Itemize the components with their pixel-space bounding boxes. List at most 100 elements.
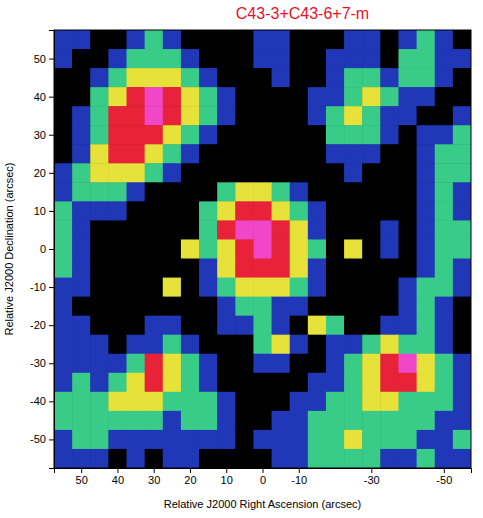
- cell: [398, 144, 417, 164]
- y-tick-mark: [49, 97, 54, 98]
- cell: [290, 106, 309, 126]
- cell: [127, 259, 146, 279]
- cell: [253, 201, 272, 221]
- cell: [72, 68, 91, 88]
- cell: [435, 220, 454, 240]
- cell: [54, 30, 73, 50]
- cell: [272, 411, 291, 431]
- cell: [398, 125, 417, 145]
- cell: [90, 144, 109, 164]
- cell: [380, 297, 399, 317]
- cell: [90, 201, 109, 221]
- cell: [435, 430, 454, 450]
- y-tick: 40: [34, 91, 54, 103]
- cell: [417, 106, 436, 126]
- cell: [308, 125, 327, 145]
- cell: [90, 297, 109, 317]
- cell: [290, 220, 309, 240]
- cell: [127, 163, 146, 183]
- cell: [235, 373, 254, 393]
- cell: [253, 220, 272, 240]
- y-tick-label: -40: [30, 395, 46, 407]
- cell: [344, 430, 363, 450]
- cell: [362, 278, 381, 298]
- cell: [163, 297, 182, 317]
- cell: [235, 182, 254, 202]
- cell: [72, 239, 91, 259]
- cell: [163, 259, 182, 279]
- cell: [308, 201, 327, 221]
- cell: [145, 125, 164, 145]
- cell: [326, 87, 345, 107]
- x-tick-mark: [190, 468, 191, 473]
- x-tick: -10: [291, 468, 307, 486]
- cell: [217, 278, 236, 298]
- cell: [181, 278, 200, 298]
- cell: [127, 392, 146, 412]
- cell: [362, 297, 381, 317]
- cell: [72, 259, 91, 279]
- x-tick: 20: [184, 468, 196, 486]
- cell: [326, 68, 345, 88]
- cell: [362, 449, 381, 468]
- cell: [272, 297, 291, 317]
- cell: [181, 87, 200, 107]
- cell: [181, 411, 200, 431]
- cell: [108, 87, 127, 107]
- cell: [290, 30, 309, 50]
- cell: [308, 373, 327, 393]
- cell: [163, 239, 182, 259]
- cell: [54, 297, 73, 317]
- cell: [417, 49, 436, 69]
- cell: [435, 354, 454, 374]
- cell: [145, 220, 164, 240]
- cell: [417, 373, 436, 393]
- title: C43-3+C43-6+7-m: [236, 5, 369, 22]
- cell: [362, 316, 381, 336]
- cell: [435, 316, 454, 336]
- cell: [217, 411, 236, 431]
- y-tick-label: 10: [34, 205, 46, 217]
- cell: [217, 335, 236, 355]
- cell: [127, 316, 146, 336]
- cell: [326, 201, 345, 221]
- cell: [145, 411, 164, 431]
- cell: [362, 49, 381, 69]
- cell: [235, 259, 254, 279]
- cell: [344, 87, 363, 107]
- x-tick-label: 50: [76, 474, 88, 486]
- cell: [145, 392, 164, 412]
- cell: [362, 30, 381, 50]
- cell: [362, 144, 381, 164]
- cell: [181, 49, 200, 69]
- cell: [127, 144, 146, 164]
- cell: [453, 87, 471, 107]
- x-axis: 50403020100-10-30-50: [55, 468, 472, 486]
- cell: [72, 220, 91, 240]
- cell: [163, 125, 182, 145]
- cell: [145, 278, 164, 298]
- cell: [235, 239, 254, 259]
- cell: [127, 30, 146, 50]
- cell: [272, 87, 291, 107]
- cell: [326, 411, 345, 431]
- cell: [398, 201, 417, 221]
- cell: [181, 449, 200, 468]
- cell: [453, 182, 471, 202]
- cell: [417, 182, 436, 202]
- cell: [272, 430, 291, 450]
- cell: [380, 430, 399, 450]
- y-tick-mark: [49, 135, 54, 136]
- cell: [217, 316, 236, 336]
- cell: [54, 392, 73, 412]
- cell: [344, 163, 363, 183]
- cell: [435, 68, 454, 88]
- cell: [308, 411, 327, 431]
- cell: [253, 182, 272, 202]
- cell: [199, 144, 218, 164]
- cell: [127, 87, 146, 107]
- cell: [235, 392, 254, 412]
- cell: [326, 30, 345, 50]
- cell: [90, 335, 109, 355]
- cell: [72, 297, 91, 317]
